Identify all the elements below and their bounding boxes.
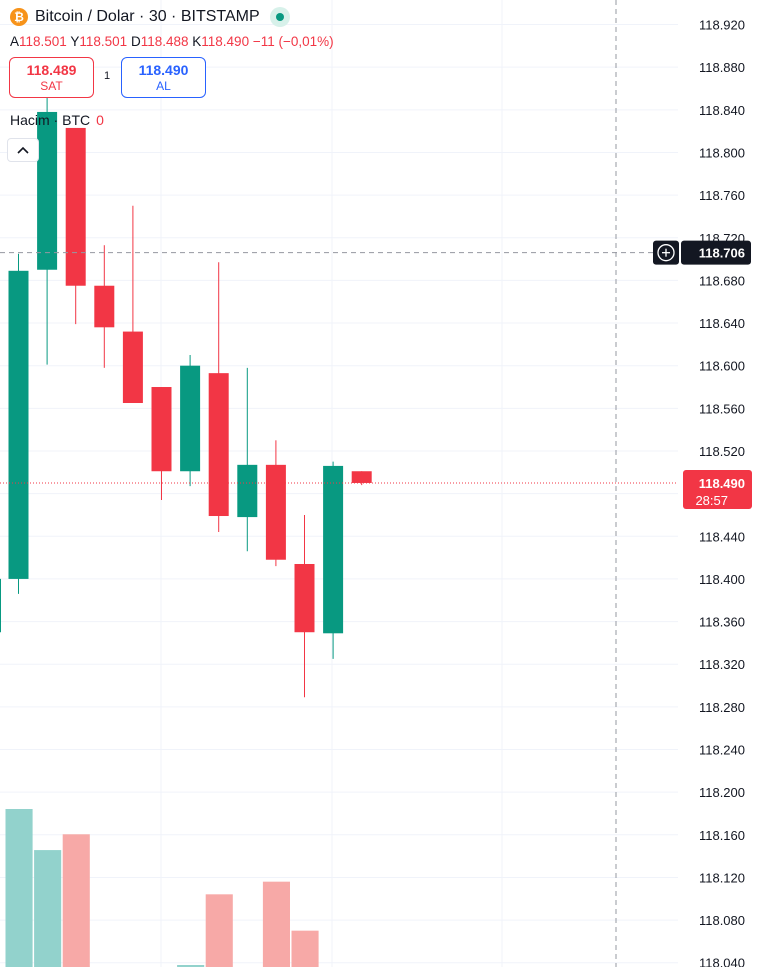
volume-label: Hacim · BTC — [10, 112, 91, 128]
candle[interactable] — [37, 111, 58, 270]
high-value: 118.501 — [79, 34, 128, 49]
chevron-up-icon — [17, 146, 29, 154]
candle[interactable] — [180, 365, 201, 472]
volume-bar — [177, 965, 205, 967]
y-tick-label: 118.320 — [699, 657, 745, 672]
y-tick-label: 118.400 — [699, 572, 745, 587]
candle[interactable] — [323, 465, 344, 634]
y-tick-label: 118.360 — [699, 615, 745, 630]
sell-label: SAT — [40, 78, 63, 93]
low-value: 118.488 — [140, 34, 189, 49]
buy-label: AL — [156, 78, 171, 93]
y-tick-label: 118.920 — [699, 18, 745, 33]
high-label: Y — [70, 34, 80, 49]
candle[interactable] — [294, 563, 315, 633]
y-tick-label: 118.080 — [699, 913, 745, 928]
y-tick-label: 118.800 — [699, 145, 745, 160]
ohlc-legend: A118.501 Y118.501 D118.488 K118.490 −11 … — [10, 34, 334, 49]
volume-legend: Hacim · BTC 0 — [10, 112, 104, 128]
symbol-title[interactable]: Bitcoin / Dolar · 30 · BITSTAMP — [35, 8, 260, 25]
y-tick-label: 118.120 — [699, 870, 745, 885]
y-tick-label: 118.680 — [699, 273, 745, 288]
y-tick-label: 118.760 — [699, 188, 745, 203]
y-tick-label: 118.440 — [699, 529, 745, 544]
candle[interactable] — [265, 464, 286, 560]
candle[interactable] — [122, 331, 143, 404]
candle[interactable] — [8, 270, 29, 579]
crosshair-price-value: 118.706 — [699, 246, 745, 261]
volume-value: 0 — [96, 112, 104, 128]
y-tick-label: 118.240 — [699, 743, 745, 758]
last-price-value: 118.490 — [699, 476, 745, 491]
sell-button[interactable]: 118.489 SAT — [9, 57, 94, 98]
candle[interactable] — [151, 387, 172, 472]
y-tick-label: 118.160 — [699, 828, 745, 843]
y-tick-label: 118.840 — [699, 103, 745, 118]
candle[interactable] — [208, 373, 229, 517]
volume-bar — [34, 850, 62, 967]
volume-bar — [262, 881, 290, 967]
last-price-tag — [683, 469, 752, 509]
spread-value: 1 — [104, 70, 111, 82]
y-tick-label: 118.640 — [699, 316, 745, 331]
candle[interactable] — [351, 471, 372, 483]
candle[interactable] — [65, 127, 86, 286]
volume-bar — [205, 894, 233, 967]
y-tick-label: 118.600 — [699, 359, 745, 374]
low-label: D — [130, 34, 141, 49]
volume-bar — [62, 834, 90, 967]
candle[interactable] — [237, 464, 258, 518]
y-tick-label: 118.560 — [699, 401, 745, 416]
buy-price: 118.490 — [138, 61, 189, 78]
sell-price: 118.489 — [26, 61, 77, 78]
y-tick-label: 118.280 — [699, 700, 745, 715]
y-tick-label: 118.200 — [699, 785, 745, 800]
countdown-value: 28:57 — [695, 493, 728, 508]
bitcoin-icon: ₿ — [10, 8, 28, 26]
open-label: A — [10, 34, 20, 49]
y-tick-label: 118.880 — [699, 60, 745, 75]
volume-bar — [291, 930, 319, 967]
change-value: −11 (−0,01%) — [252, 34, 334, 49]
close-value: 118.490 — [201, 34, 250, 49]
collapse-button[interactable] — [7, 138, 39, 162]
y-tick-label: 118.040 — [699, 956, 745, 967]
y-tick-label: 118.520 — [699, 444, 745, 459]
live-status-icon — [269, 7, 290, 27]
symbol-header: ₿ Bitcoin / Dolar · 30 · BITSTAMP — [10, 7, 290, 27]
open-value: 118.501 — [19, 34, 67, 49]
volume-bar — [5, 809, 33, 967]
candle[interactable] — [94, 285, 115, 328]
crosshair-price-tag — [681, 240, 751, 265]
plus-circle-icon — [657, 244, 675, 262]
buy-button[interactable]: 118.490 AL — [121, 57, 206, 98]
close-label: K — [192, 34, 202, 49]
